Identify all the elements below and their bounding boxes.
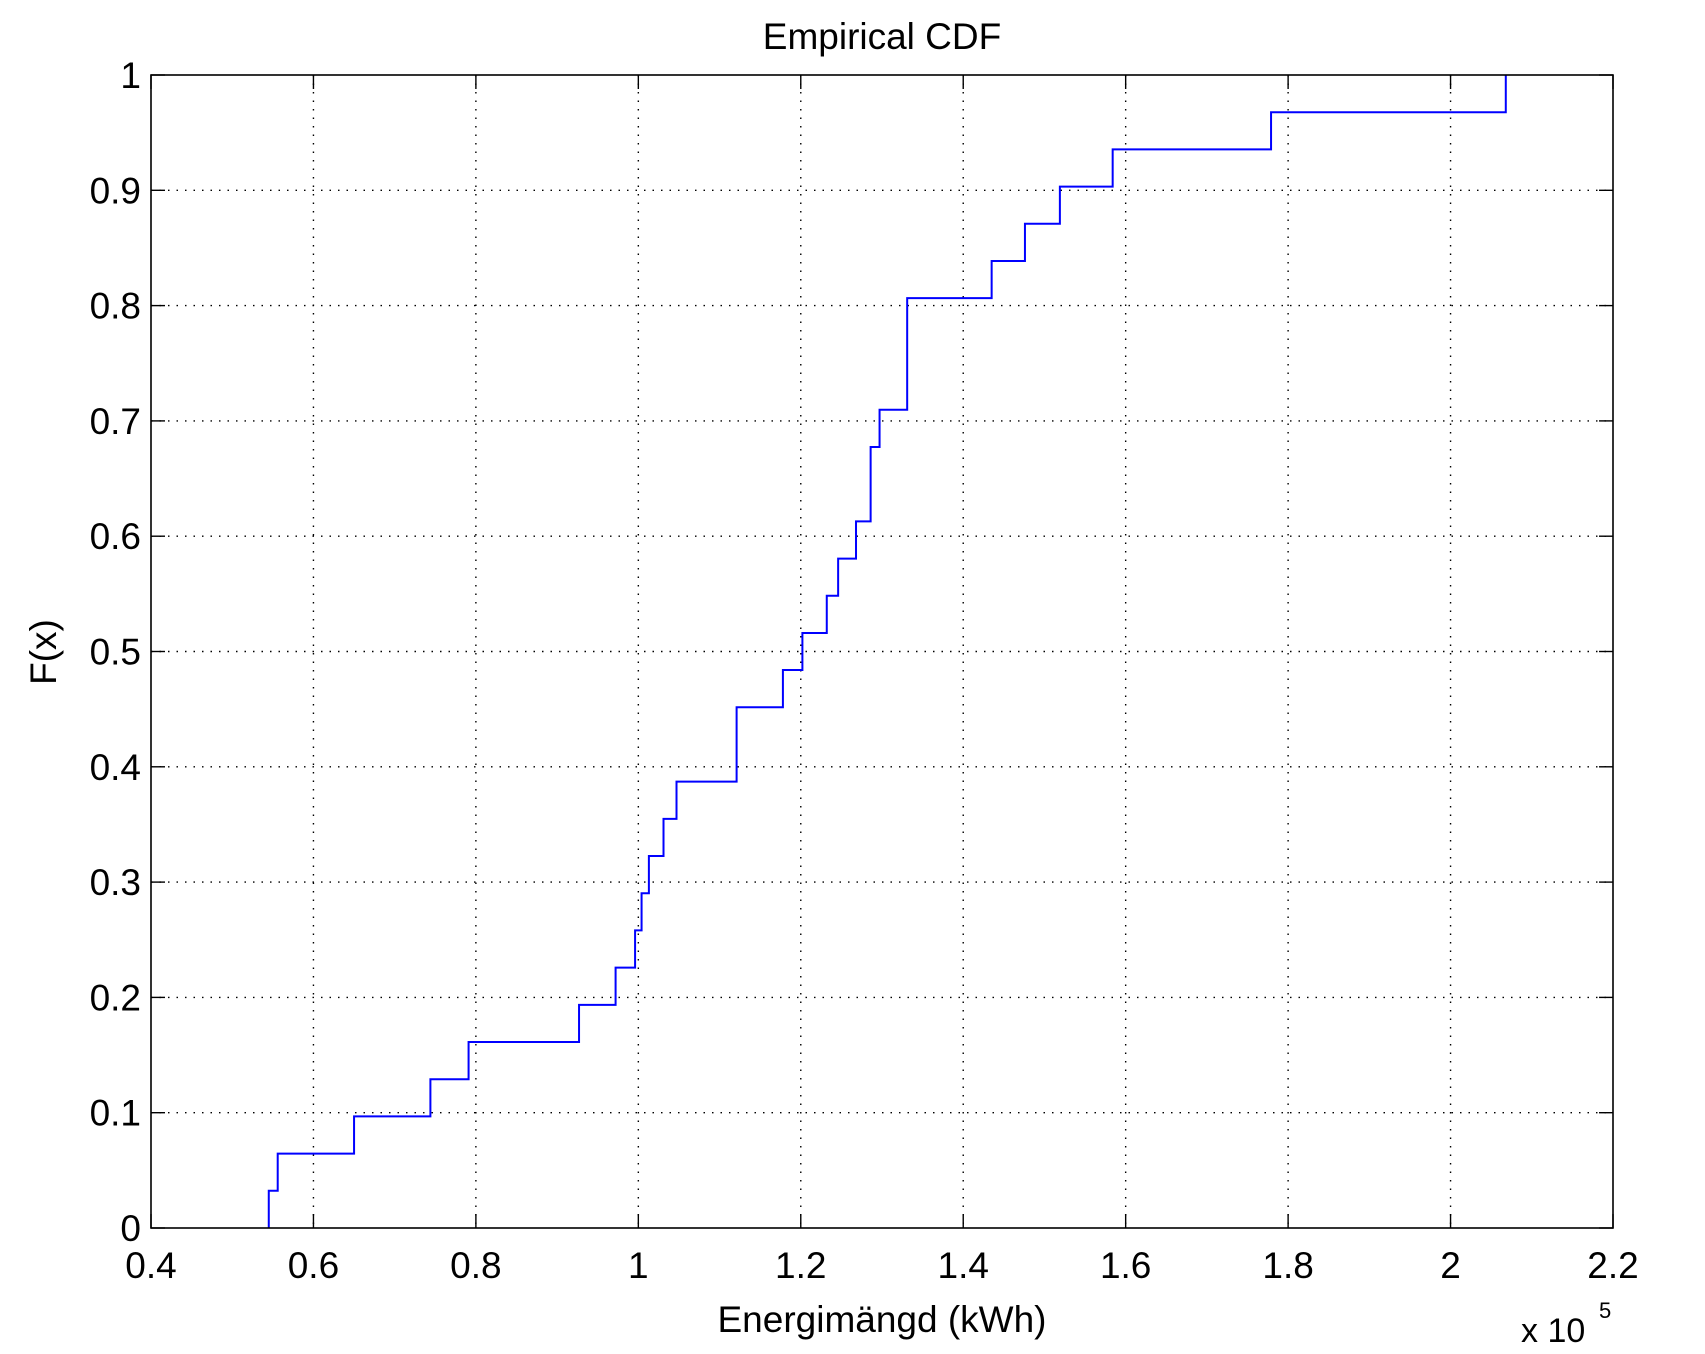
x-tick-label: 2.2 bbox=[1587, 1245, 1638, 1286]
x-axis-multiplier: x 10 bbox=[1521, 1312, 1585, 1349]
y-tick-label: 0.5 bbox=[90, 632, 141, 673]
x-tick-label: 0.4 bbox=[125, 1245, 176, 1286]
y-tick-label: 0.1 bbox=[90, 1093, 141, 1134]
x-axis-label: Energimängd (kWh) bbox=[717, 1299, 1046, 1340]
x-tick-label: 1.6 bbox=[1100, 1245, 1151, 1286]
y-tick-label: 0.3 bbox=[90, 862, 141, 903]
grid-lines bbox=[151, 75, 1613, 1228]
y-tick-label: 1 bbox=[120, 55, 141, 96]
y-tick-label: 0.7 bbox=[90, 401, 141, 442]
x-tick-label: 1 bbox=[628, 1245, 649, 1286]
chart-title: Empirical CDF bbox=[763, 16, 1001, 57]
ecdf-stair-line bbox=[267, 75, 1507, 1228]
y-tick-label: 0.9 bbox=[90, 170, 141, 211]
y-tick-label: 0.8 bbox=[90, 286, 141, 327]
y-tick-label: 0.4 bbox=[90, 747, 141, 788]
x-tick-label: 2 bbox=[1440, 1245, 1461, 1286]
x-axis-multiplier-exponent: 5 bbox=[1599, 1298, 1611, 1323]
x-tick-label: 1.4 bbox=[938, 1245, 989, 1286]
tick-labels: 0.4 0.6 0.8 1 1.2 1.4 1.6 1.8 2 2.2 0 0.1 0.2 0.3 0.4 0… bbox=[90, 55, 1639, 1286]
x-tick-label: 1.8 bbox=[1262, 1245, 1313, 1286]
axis-ticks bbox=[150, 74, 1614, 1229]
x-tick-label: 1.2 bbox=[775, 1245, 826, 1286]
y-tick-label: 0.6 bbox=[90, 516, 141, 557]
x-tick-label: 0.8 bbox=[450, 1245, 501, 1286]
y-tick-label: 0.2 bbox=[90, 977, 141, 1018]
x-tick-label: 0.6 bbox=[288, 1245, 339, 1286]
y-axis-label: F(x) bbox=[23, 619, 64, 685]
y-tick-label: 0 bbox=[120, 1208, 141, 1249]
series-group bbox=[267, 75, 1507, 1228]
